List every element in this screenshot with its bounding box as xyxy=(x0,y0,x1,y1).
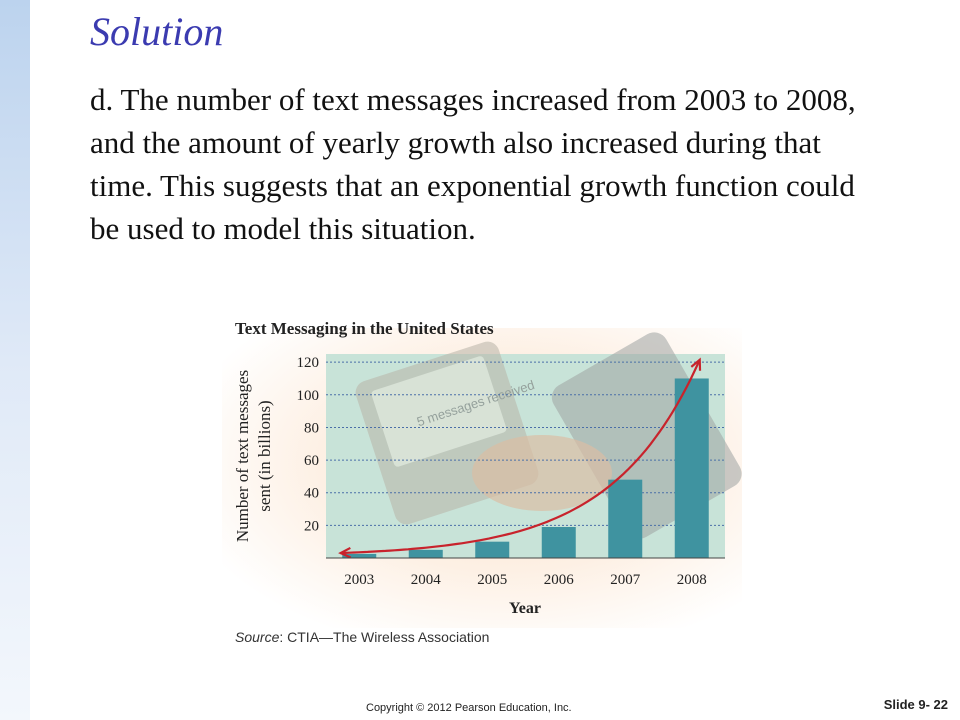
y-tick-label: 20 xyxy=(304,518,319,534)
x-tick-label: 2008 xyxy=(677,572,707,588)
x-tick-label: 2004 xyxy=(411,572,442,588)
bar-2003 xyxy=(342,553,377,558)
bar-2008 xyxy=(674,378,709,558)
bar-2006 xyxy=(541,526,576,558)
chart-title: Text Messaging in the United States xyxy=(235,319,494,338)
y-tick-label: 120 xyxy=(297,355,320,371)
y-tick-label: 100 xyxy=(297,388,320,404)
x-tick-label: 2007 xyxy=(610,572,641,588)
trend-arrowhead-end xyxy=(690,357,702,371)
x-tick-label: 2003 xyxy=(344,572,374,588)
y-tick-label: 40 xyxy=(304,486,319,502)
y-axis-label-units: sent (in billions) xyxy=(255,400,274,511)
x-tick-label: 2005 xyxy=(477,572,507,588)
slide-body-text: d. The number of text messages increased… xyxy=(90,82,856,246)
chart-figure: Text Messaging in the United States 5 me… xyxy=(222,308,742,653)
x-tick-label: 2006 xyxy=(544,572,575,588)
slide-title: Solution xyxy=(90,9,224,54)
chart-source: Source: CTIA—The Wireless Association xyxy=(235,629,489,645)
y-tick-label: 80 xyxy=(304,420,319,436)
side-accent-bar xyxy=(0,0,30,720)
trend-curve xyxy=(340,359,701,555)
bar-2007 xyxy=(608,479,643,558)
bar-2005 xyxy=(475,541,510,558)
slide-number: Slide 9- 22 xyxy=(883,697,948,712)
bar-2004 xyxy=(408,549,443,558)
x-axis-label: Year xyxy=(509,600,541,617)
copyright-text: Copyright © 2012 Pearson Education, Inc. xyxy=(366,702,572,714)
bar-chart: Text Messaging in the United States 5 me… xyxy=(222,319,742,645)
y-tick-label: 60 xyxy=(304,453,319,469)
y-axis-label: Number of text messages xyxy=(233,370,252,542)
trend-arrowhead-start xyxy=(338,546,352,559)
source-text: : CTIA—The Wireless Association xyxy=(279,629,489,645)
source-label: Source xyxy=(235,629,280,645)
